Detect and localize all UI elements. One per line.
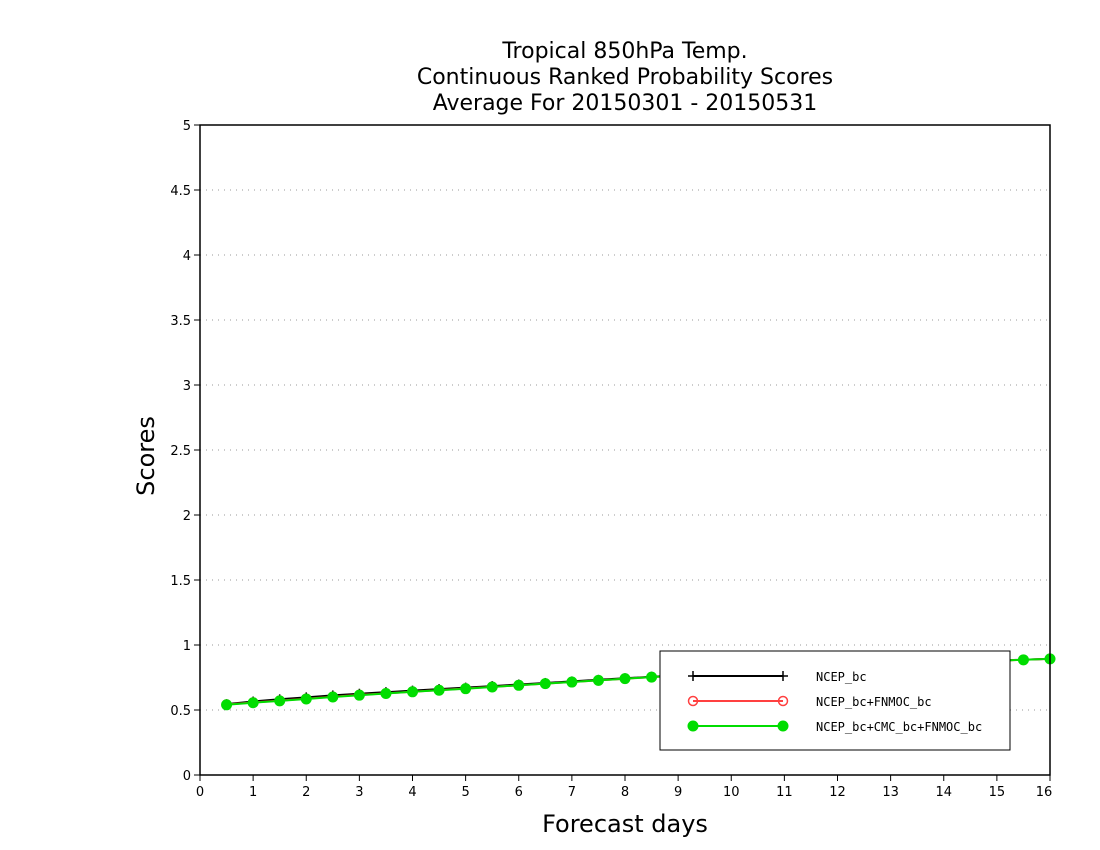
y-tick-label: 4 [183,249,191,264]
data-point [460,683,472,695]
title-line-2: Continuous Ranked Probability Scores [417,65,833,90]
x-tick-label: 12 [829,785,846,800]
legend-entry: NCEP_bc+FNMOC_bc [687,695,932,709]
data-point [539,678,551,690]
title-line-3: Average For 20150301 - 20150531 [433,91,818,116]
legend-marker [687,695,699,707]
y-tick-label: 2.5 [170,444,191,459]
x-tick-label: 14 [935,785,952,800]
data-point [646,671,658,683]
data-point [300,693,312,705]
y-tick-label: 1 [183,639,191,654]
data-point [486,681,498,693]
y-tick-label: 2 [183,509,191,524]
x-tick-label: 13 [882,785,899,800]
y-tick-label: 0 [183,769,191,784]
x-axis-title: Forecast days [542,810,708,838]
y-tick-label: 0.5 [170,704,191,719]
legend-label: NCEP_bc+CMC_bc+FNMOC_bc [816,720,982,734]
y-tick-label: 5 [183,119,191,134]
data-point [566,676,578,688]
x-tick-label: 11 [776,785,793,800]
legend-marker [688,671,698,681]
gridlines [200,189,1050,711]
data-point [433,684,445,696]
x-tick-label: 0 [196,785,204,800]
x-tick-label: 15 [989,785,1006,800]
data-point [247,697,259,709]
x-tick-label: 10 [723,785,740,800]
x-tick-label: 8 [621,785,629,800]
data-point [1017,654,1029,666]
legend-marker [777,720,789,732]
x-tick-label: 16 [1036,785,1053,800]
data-point [327,691,339,703]
y-tick-label: 3.5 [170,314,191,329]
x-tick-label: 6 [515,785,523,800]
legend-label: NCEP_bc+FNMOC_bc [816,695,932,709]
x-tick-label: 2 [302,785,310,800]
legend-marker [778,671,788,681]
x-axis: 0 1 2 3 4 5 6 7 8 9 10 11 12 13 14 15 16 [196,775,1052,800]
chart-title: Tropical 850hPa Temp. Continuous Ranked … [417,39,833,116]
legend-label: NCEP_bc [816,670,867,684]
y-tick-label: 1.5 [170,574,191,589]
title-line-1: Tropical 850hPa Temp. [501,39,747,64]
x-tick-label: 1 [249,785,257,800]
y-tick-label: 4.5 [170,184,191,199]
x-tick-label: 5 [461,785,469,800]
y-axis: 0 0.5 1 1.5 2 2.5 3 3.5 4 4.5 5 [170,119,200,784]
x-tick-label: 9 [674,785,682,800]
legend-marker [687,720,699,732]
data-point [619,673,631,685]
data-point [592,674,604,686]
data-point [221,699,233,711]
y-axis-title: Scores [132,416,160,496]
y-tick-label: 3 [183,379,191,394]
data-point [380,687,392,699]
legend-entry: NCEP_bc+CMC_bc+FNMOC_bc [687,720,982,734]
legend-marker [777,695,789,707]
x-tick-label: 7 [568,785,576,800]
data-point [274,695,286,707]
x-tick-label: 3 [355,785,363,800]
legend-entry: NCEP_bc [688,670,867,684]
data-point [407,686,418,698]
data-point [513,679,525,691]
x-tick-label: 4 [408,785,416,800]
legend: NCEP_bc NCEP_bc+FNMOC_bc NCEP_bc+CMC_bc+FN… [659,650,1011,751]
data-point [353,689,365,701]
